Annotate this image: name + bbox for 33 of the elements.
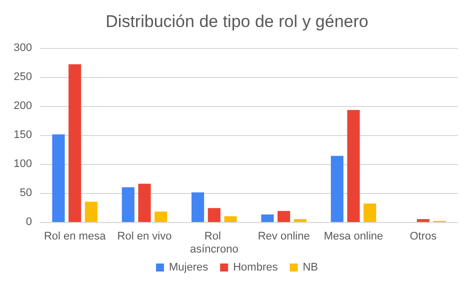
- bar: [278, 210, 290, 222]
- bar: [416, 219, 430, 222]
- bar: [224, 216, 237, 222]
- bar: [68, 64, 82, 222]
- chart-title: Distribución de tipo de rol y género: [106, 12, 368, 31]
- bar: [347, 110, 360, 222]
- bar: [261, 214, 274, 222]
- bar: [154, 212, 168, 222]
- bar: [52, 134, 65, 222]
- legend-label: Hombres: [233, 262, 278, 274]
- x-tick-label: Rol asíncrono: [190, 230, 238, 256]
- x-tick-label: Rol en vivo: [117, 230, 172, 242]
- x-tick-label: Mesa online: [324, 230, 384, 242]
- y-tick-label: 300: [14, 42, 32, 54]
- bar: [122, 187, 134, 222]
- y-tick-label: 50: [20, 187, 32, 199]
- bar: [364, 203, 376, 222]
- bar: [330, 156, 344, 222]
- x-tick-label: Otros: [410, 230, 438, 242]
- x-tick-label: Rev online: [258, 230, 310, 242]
- y-tick-label: 0: [26, 216, 32, 228]
- bar: [192, 192, 204, 222]
- legend-label: Mujeres: [168, 262, 209, 274]
- bar: [84, 202, 98, 222]
- bar: [138, 184, 151, 222]
- bar: [294, 219, 306, 222]
- bar: [208, 208, 220, 222]
- y-tick-label: 200: [14, 100, 32, 112]
- y-tick-label: 250: [14, 71, 32, 83]
- y-tick-label: 150: [14, 129, 32, 141]
- legend-label: NB: [302, 262, 318, 274]
- x-tick-label: Rol en mesa: [44, 230, 107, 242]
- y-tick-label: 100: [14, 158, 32, 170]
